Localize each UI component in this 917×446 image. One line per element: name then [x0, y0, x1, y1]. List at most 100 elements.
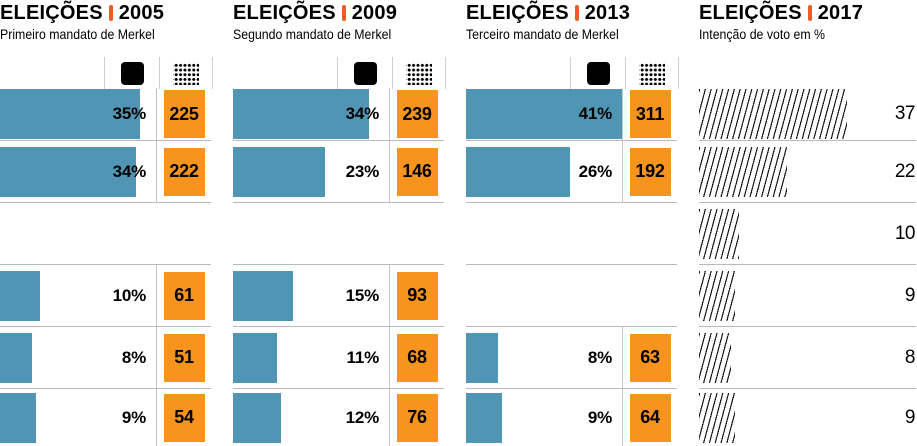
legend-votes-cell	[570, 57, 625, 89]
seats-badge: 68	[396, 333, 438, 382]
seats-badge: 222	[163, 147, 205, 196]
bar-area: 8%	[466, 327, 623, 388]
voting-intention-bar	[699, 89, 847, 139]
party-row: 12% 76	[233, 389, 444, 446]
voting-intention-label: 22	[894, 160, 916, 182]
panel-header: ELEIÇÕES 2013 Terceiro mandato de Merkel	[466, 2, 677, 42]
party-row: 37	[699, 88, 916, 141]
party-row-empty	[0, 203, 211, 265]
seat-area: 63	[623, 327, 677, 388]
panel-header: ELEIÇÕES 2009 Segundo mandato de Merkel	[233, 2, 444, 42]
rows: 35% 225 34% 222 10%	[0, 88, 211, 446]
seat-area: 68	[390, 327, 444, 388]
bar-area: 12%	[233, 389, 390, 446]
panel-2009: ELEIÇÕES 2009 Segundo mandato de Merkel …	[233, 2, 446, 446]
party-row: 10% 61	[0, 265, 211, 327]
party-row: 41% 311	[466, 88, 677, 141]
vote-share-bar	[233, 146, 325, 197]
title-year: 2017	[817, 2, 864, 24]
bar-area: 41%	[466, 88, 623, 140]
seats-badge: 76	[396, 393, 438, 442]
panel-subtitle: Terceiro mandato de Merkel	[466, 26, 619, 42]
vote-share-label: 34%	[345, 104, 380, 123]
panel-title: ELEIÇÕES 2017	[699, 2, 916, 24]
legend-row	[570, 57, 679, 89]
panel-title: ELEIÇÕES 2005	[0, 2, 211, 24]
seat-area: 76	[390, 389, 444, 446]
party-row: 35% 225	[0, 88, 211, 141]
legend-seats-cell	[625, 57, 679, 89]
dot-grid-icon	[639, 61, 665, 85]
seat-area: 146	[390, 141, 444, 202]
legend-row	[337, 57, 446, 89]
seat-area: 61	[157, 265, 211, 326]
seats-badge: 146	[396, 147, 438, 196]
vote-share-bar	[466, 89, 622, 139]
bar-area: 15%	[233, 265, 390, 326]
seats-badge: 225	[163, 90, 205, 138]
vote-share-label: 8%	[587, 347, 612, 367]
voting-intention-label: 37	[894, 103, 916, 124]
bar-area: 23%	[233, 141, 390, 202]
seats-badge: 239	[396, 90, 438, 138]
party-row-empty	[466, 265, 677, 327]
seat-area: 93	[390, 265, 444, 326]
seat-area: 64	[623, 389, 677, 446]
vote-share-bar	[0, 332, 32, 383]
bar-area: 26%	[466, 141, 623, 202]
party-row: 9	[699, 265, 916, 327]
legend-seats-cell	[159, 57, 213, 89]
vote-share-bar	[233, 332, 277, 383]
party-row: 22	[699, 141, 916, 203]
vote-share-label: 9%	[121, 407, 146, 427]
title-year: 2009	[351, 2, 398, 24]
seat-area: 239	[390, 88, 444, 140]
seats-badge: 61	[163, 271, 205, 320]
legend-row	[104, 57, 213, 89]
bar-area: 10%	[0, 265, 157, 326]
panel-subtitle: Segundo mandato de Merkel	[233, 26, 392, 42]
legend-seats-cell	[392, 57, 446, 89]
vote-share-bar	[233, 89, 369, 139]
vote-share-label: 9%	[587, 407, 612, 427]
party-row: 15% 93	[233, 265, 444, 327]
panel-subtitle: Intenção de voto em %	[699, 26, 826, 42]
rows: 34% 239 23% 146 15%	[233, 88, 444, 446]
title-separator	[807, 5, 812, 21]
party-row: 9% 54	[0, 389, 211, 446]
party-row-empty	[466, 203, 677, 265]
title-year: 2013	[584, 2, 631, 24]
bar-area: 9%	[0, 389, 157, 446]
party-row: 9	[699, 389, 916, 446]
vote-share-bar	[0, 270, 40, 321]
seats-badge: 311	[629, 90, 671, 138]
panel-subtitle: Primeiro mandato de Merkel	[0, 26, 155, 42]
vote-share-label: 23%	[345, 161, 380, 181]
vote-share-label: 34%	[112, 161, 147, 181]
seats-badge: 192	[629, 147, 671, 196]
vote-share-label: 41%	[578, 104, 613, 123]
bar-area: 8%	[0, 327, 157, 388]
panel-title: ELEIÇÕES 2013	[466, 2, 677, 24]
title-word: ELEIÇÕES	[233, 2, 336, 24]
voting-intention-label: 9	[904, 284, 916, 306]
bar-area: 9%	[466, 389, 623, 446]
bar-area: 34%	[0, 141, 157, 202]
party-row: 34% 239	[233, 88, 444, 141]
voting-intention-bar	[699, 208, 739, 259]
legend-votes-cell	[337, 57, 392, 89]
black-square-icon	[120, 61, 144, 85]
black-square-icon	[353, 61, 377, 85]
title-year: 2005	[118, 2, 165, 24]
seat-area: 311	[623, 88, 677, 140]
rows: 41% 311 26% 192 8%	[466, 88, 677, 446]
party-row: 11% 68	[233, 327, 444, 389]
panel-header: ELEIÇÕES 2017 Intenção de voto em %	[699, 2, 916, 42]
bar-area: 35%	[0, 88, 157, 140]
seat-area: 51	[157, 327, 211, 388]
rows: 37 22 10 9 8 9	[699, 88, 916, 446]
party-row: 9% 64	[466, 389, 677, 446]
voting-intention-bar	[699, 270, 735, 321]
vote-share-label: 8%	[121, 347, 146, 367]
voting-intention-bar	[699, 146, 787, 197]
